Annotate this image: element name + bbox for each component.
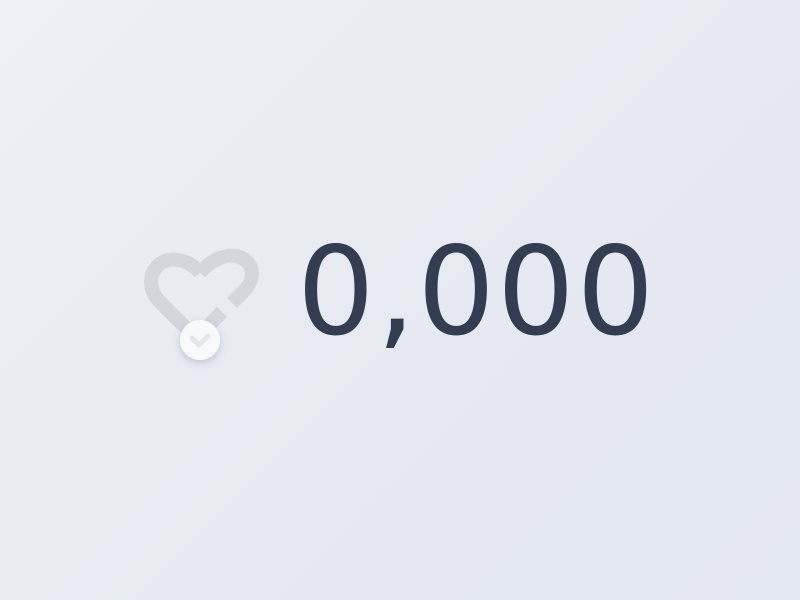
like-count: 0,000 [297, 221, 657, 363]
toggle-knob[interactable] [180, 320, 220, 360]
heart-outline [144, 248, 259, 345]
like-button[interactable] [144, 248, 262, 362]
check-icon [189, 333, 211, 348]
heart-icon [144, 248, 259, 360]
